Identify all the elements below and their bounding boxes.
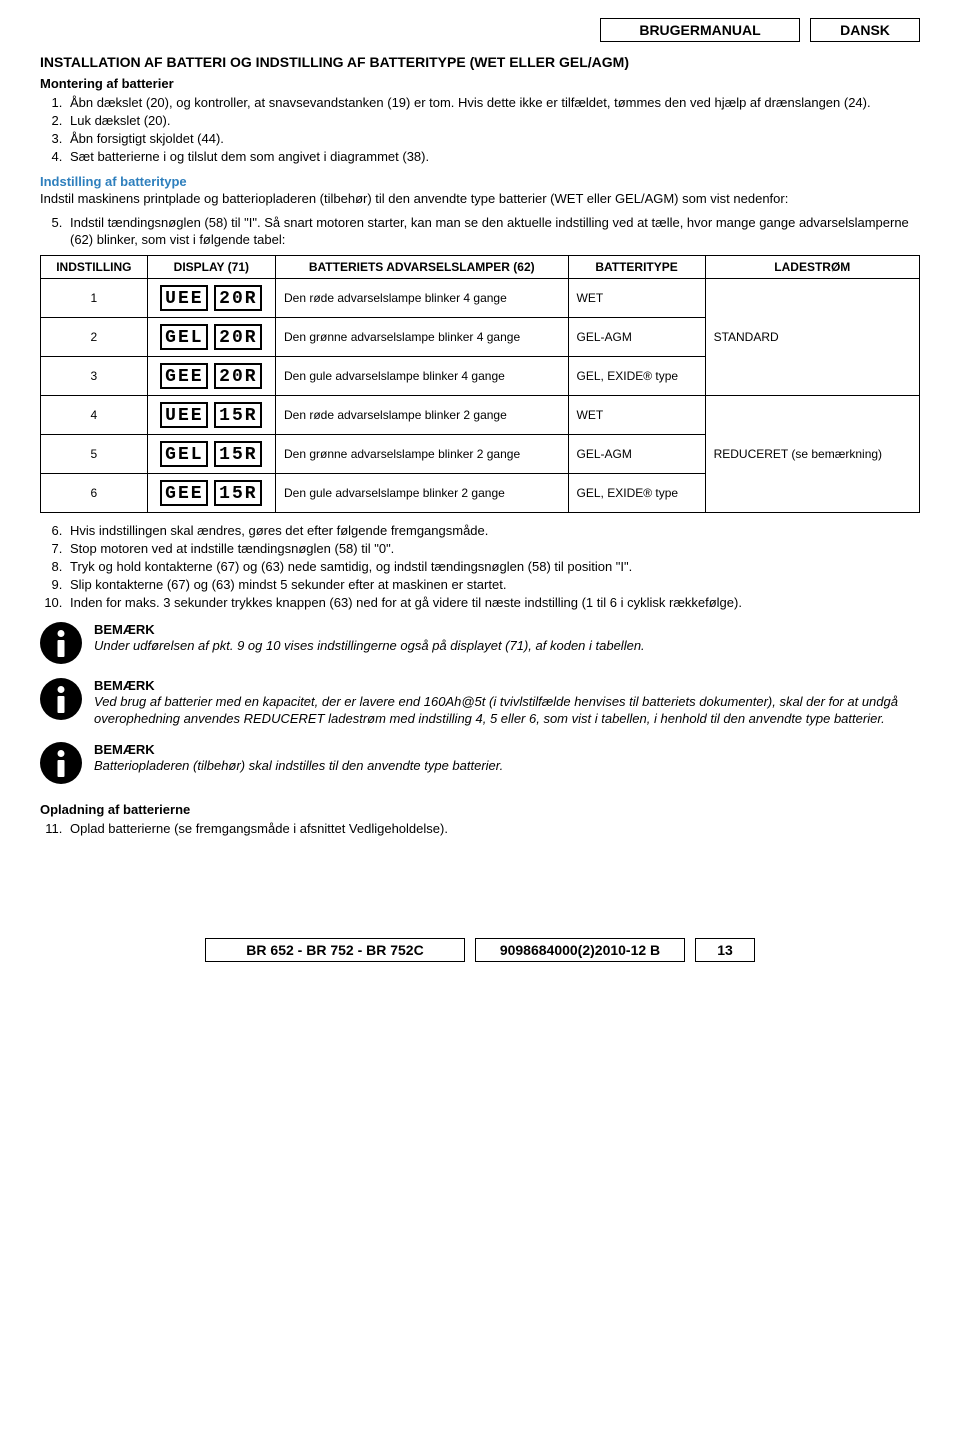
cell-lamp: Den røde advarselslampe blinker 4 gange <box>275 279 568 318</box>
table-row: 1 UEE 20R Den røde advarselslampe blinke… <box>41 279 920 318</box>
footer-page: 13 <box>695 938 755 962</box>
cell-lamp: Den røde advarselslampe blinker 2 gange <box>275 396 568 435</box>
mounting-subtitle: Montering af batterier <box>40 76 920 91</box>
cell-type: GEL, EXIDE® type <box>568 474 705 513</box>
cell-display: GEE 20R <box>147 357 275 396</box>
note-text: Batteriopladeren (tilbehør) skal indstil… <box>94 757 920 775</box>
note-block: BEMÆRK Ved brug af batterier med en kapa… <box>40 678 920 728</box>
th-type: BATTERITYPE <box>568 256 705 279</box>
seg-display: GEL <box>160 324 208 350</box>
cell-display: GEL 15R <box>147 435 275 474</box>
cell-type: GEL-AGM <box>568 435 705 474</box>
cell-lamp: Den gule advarselslampe blinker 2 gange <box>275 474 568 513</box>
setting-subtitle: Indstilling af batteritype <box>40 174 920 189</box>
th-setting: INDSTILLING <box>41 256 148 279</box>
info-icon <box>40 742 82 784</box>
step-text: Sæt batterierne i og tilslut dem som ang… <box>66 149 920 166</box>
seg-display: 15R <box>214 402 262 428</box>
header-lang: DANSK <box>810 18 920 42</box>
header-manual: BRUGERMANUAL <box>600 18 800 42</box>
cell-n: 4 <box>41 396 148 435</box>
seg-display: 15R <box>214 441 262 467</box>
th-lamps: BATTERIETS ADVARSELSLAMPER (62) <box>275 256 568 279</box>
cell-type: GEL-AGM <box>568 318 705 357</box>
cell-display: GEL 20R <box>147 318 275 357</box>
step-text: Tryk og hold kontakterne (67) og (63) ne… <box>66 559 920 576</box>
note-title: BEMÆRK <box>94 622 920 637</box>
page-footer: BR 652 - BR 752 - BR 752C 9098684000(2)2… <box>40 938 920 962</box>
note-text: Ved brug af batterier med en kapacitet, … <box>94 693 920 728</box>
step-text: Slip kontakterne (67) og (63) mindst 5 s… <box>66 577 920 594</box>
table-row: 4 UEE 15R Den røde advarselslampe blinke… <box>41 396 920 435</box>
note-block: BEMÆRK Batteriopladeren (tilbehør) skal … <box>40 742 920 784</box>
cell-n: 3 <box>41 357 148 396</box>
cell-lamp: Den gule advarselslampe blinker 4 gange <box>275 357 568 396</box>
step-text: Luk dækslet (20). <box>66 113 920 130</box>
step-text: Stop motoren ved at indstille tændingsnø… <box>66 541 920 558</box>
note-block: BEMÆRK Under udførelsen af pkt. 9 og 10 … <box>40 622 920 664</box>
seg-display: 20R <box>214 285 262 311</box>
seg-display: 20R <box>214 324 262 350</box>
cell-current: STANDARD <box>705 279 919 396</box>
mounting-steps: Åbn dækslet (20), og kontroller, at snav… <box>40 95 920 166</box>
step-text: Indstil tændingsnøglen (58) til "I". Så … <box>66 215 920 249</box>
seg-display: GEE <box>160 363 208 389</box>
seg-display: GEL <box>160 441 208 467</box>
cell-type: WET <box>568 396 705 435</box>
cell-display: UEE 15R <box>147 396 275 435</box>
cell-display: GEE 15R <box>147 474 275 513</box>
section-title: INSTALLATION AF BATTERI OG INDSTILLING A… <box>40 54 920 70</box>
step-text: Oplad batterierne (se fremgangsmåde i af… <box>66 821 920 838</box>
cell-n: 6 <box>41 474 148 513</box>
cell-type: GEL, EXIDE® type <box>568 357 705 396</box>
cell-type: WET <box>568 279 705 318</box>
footer-doc: 9098684000(2)2010-12 B <box>475 938 685 962</box>
info-icon <box>40 678 82 720</box>
setting-steps-5: Indstil tændingsnøglen (58) til "I". Så … <box>40 215 920 249</box>
cell-display: UEE 20R <box>147 279 275 318</box>
note-title: BEMÆRK <box>94 742 920 757</box>
th-display: DISPLAY (71) <box>147 256 275 279</box>
note-text: Under udførelsen af pkt. 9 og 10 vises i… <box>94 637 920 655</box>
cell-n: 1 <box>41 279 148 318</box>
charging-steps: Oplad batterierne (se fremgangsmåde i af… <box>40 821 920 838</box>
th-current: LADESTRØM <box>705 256 919 279</box>
step-text: Åbn dækslet (20), og kontroller, at snav… <box>66 95 920 112</box>
cell-n: 2 <box>41 318 148 357</box>
setting-intro: Indstil maskinens printplade og batterio… <box>40 191 920 208</box>
seg-display: GEE <box>160 480 208 506</box>
seg-display: UEE <box>160 402 208 428</box>
page-header: BRUGERMANUAL DANSK <box>40 18 920 42</box>
cell-lamp: Den grønne advarselslampe blinker 4 gang… <box>275 318 568 357</box>
seg-display: UEE <box>160 285 208 311</box>
settings-table: INDSTILLING DISPLAY (71) BATTERIETS ADVA… <box>40 255 920 513</box>
step-text: Åbn forsigtigt skjoldet (44). <box>66 131 920 148</box>
footer-models: BR 652 - BR 752 - BR 752C <box>205 938 465 962</box>
cell-n: 5 <box>41 435 148 474</box>
note-title: BEMÆRK <box>94 678 920 693</box>
step-text: Hvis indstillingen skal ændres, gøres de… <box>66 523 920 540</box>
charging-title: Opladning af batterierne <box>40 802 920 817</box>
steps-after: Hvis indstillingen skal ændres, gøres de… <box>40 523 920 611</box>
cell-current: REDUCERET (se bemærkning) <box>705 396 919 513</box>
step-text: Inden for maks. 3 sekunder trykkes knapp… <box>66 595 920 612</box>
cell-lamp: Den grønne advarselslampe blinker 2 gang… <box>275 435 568 474</box>
info-icon <box>40 622 82 664</box>
seg-display: 15R <box>214 480 262 506</box>
seg-display: 20R <box>214 363 262 389</box>
